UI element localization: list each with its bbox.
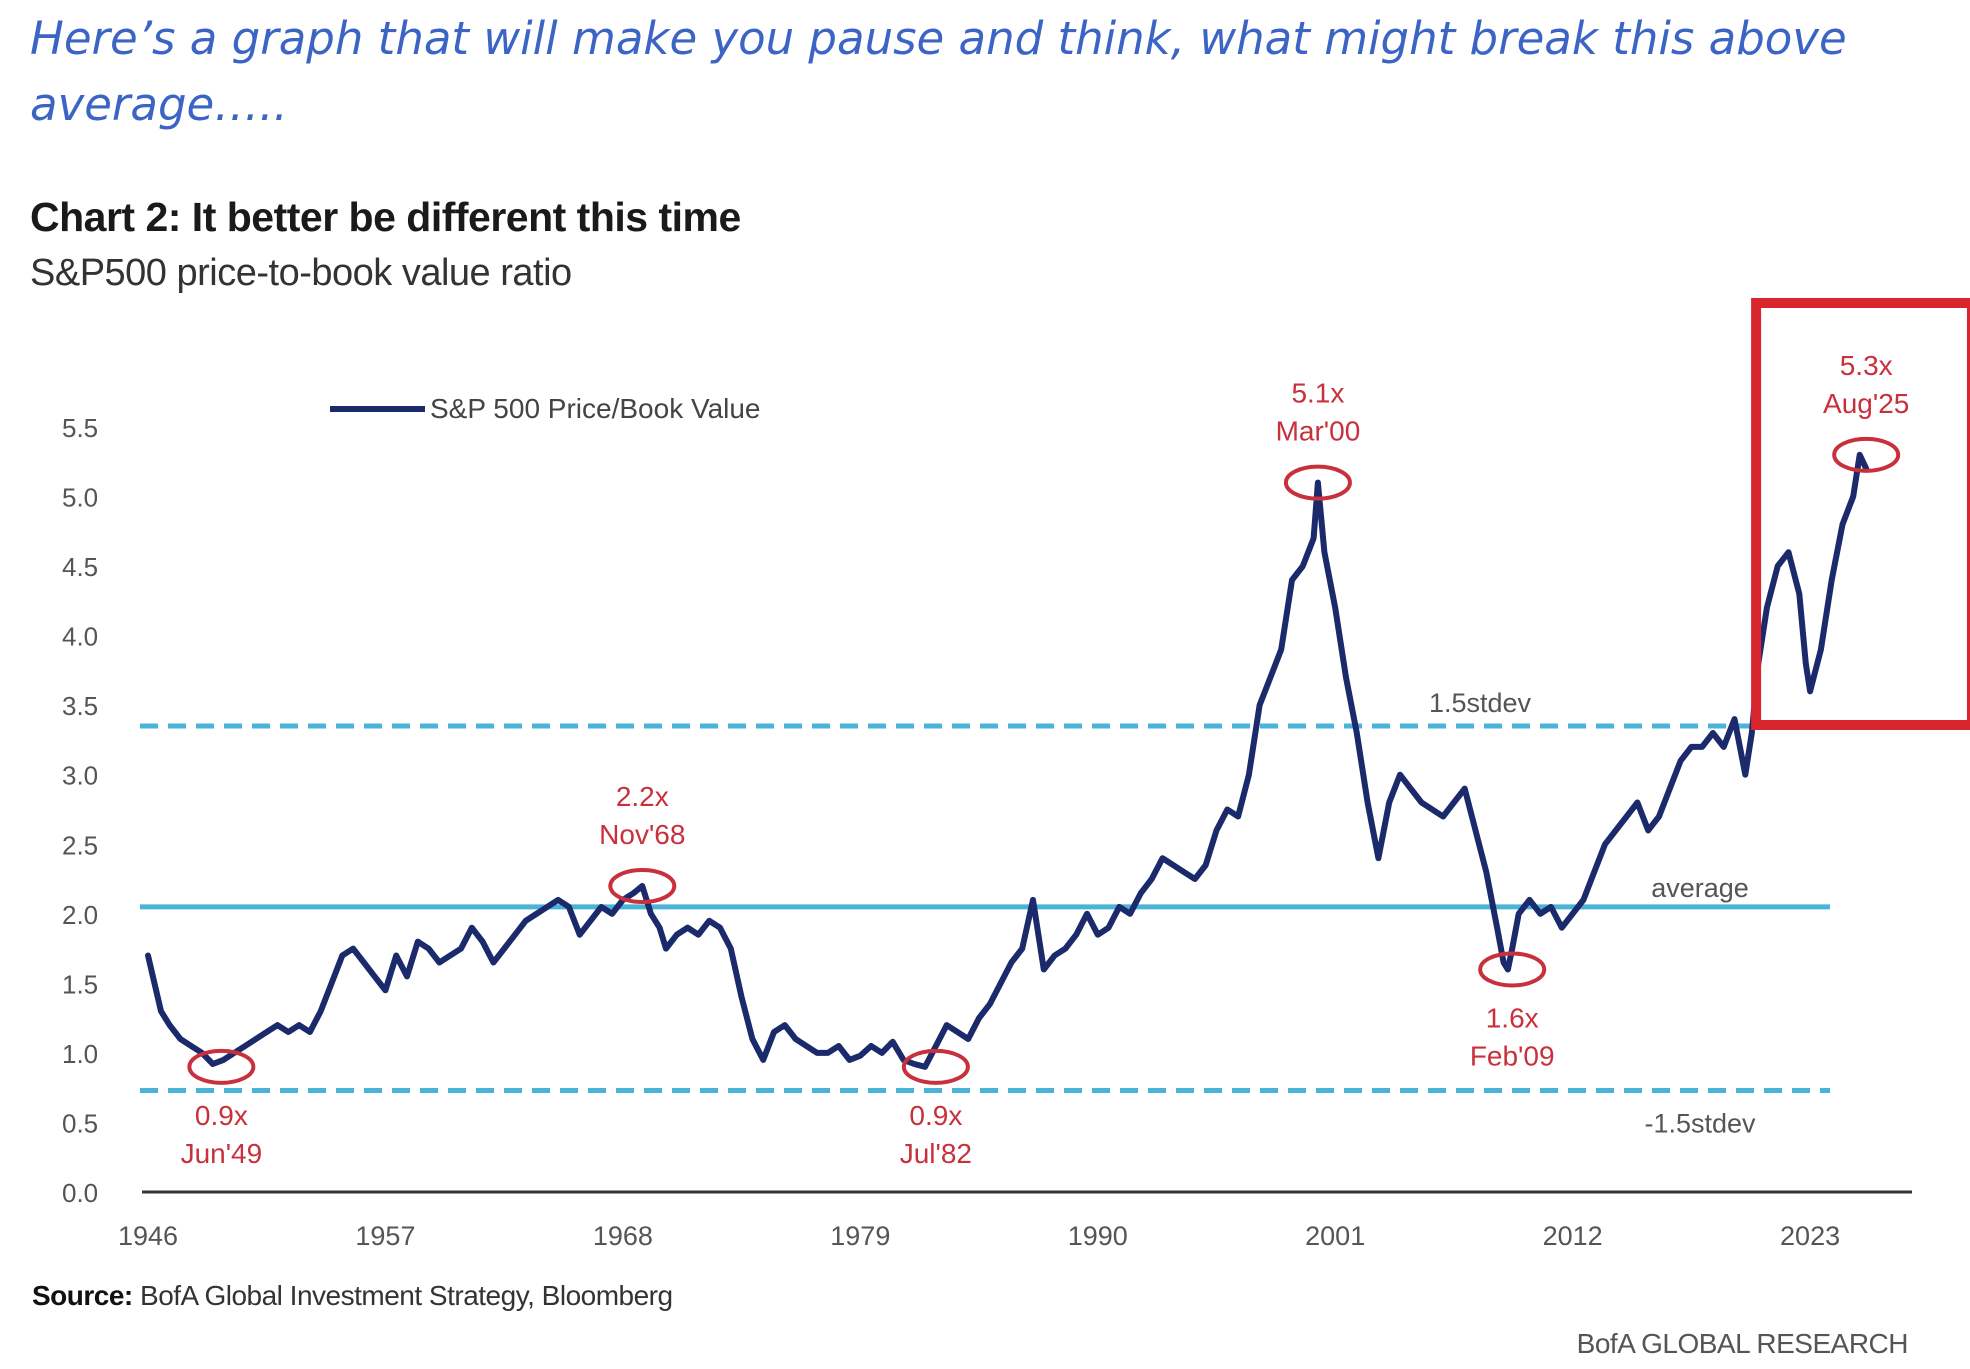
x-tick-label: 1957	[355, 1221, 415, 1251]
y-tick-label: 1.5	[62, 969, 98, 999]
annotation-value: 1.6x	[1486, 1002, 1539, 1033]
y-tick-label: 2.0	[62, 900, 98, 930]
annotation-value: 0.9x	[195, 1100, 248, 1131]
annotation-marker	[1478, 951, 1547, 988]
annotation-value: 2.2x	[616, 781, 669, 812]
highlight-box	[1751, 298, 1970, 730]
chart-subtitle: S&P500 price-to-book value ratio	[30, 252, 572, 294]
annotation-date: Jun'49	[181, 1138, 263, 1169]
x-tick-label: 1968	[593, 1221, 653, 1251]
source-label: Source:	[32, 1280, 133, 1311]
reference-label: -1.5stdev	[1644, 1108, 1756, 1138]
annotation-value: 5.1x	[1291, 378, 1344, 409]
source-note: Source: BofA Global Investment Strategy,…	[32, 1280, 673, 1312]
reference-label: average	[1651, 873, 1749, 903]
reference-label: 1.5stdev	[1429, 688, 1532, 718]
y-tick-label: 1.0	[62, 1039, 98, 1069]
x-tick-label: 2001	[1305, 1221, 1365, 1251]
source-text: BofA Global Investment Strategy, Bloombe…	[140, 1280, 673, 1311]
y-tick-label: 4.0	[62, 622, 98, 652]
annotation-value: 0.9x	[909, 1100, 962, 1131]
annotation-date: Aug'25	[1823, 388, 1909, 419]
annotation-date: Mar'00	[1276, 416, 1361, 447]
y-tick-label: 5.5	[62, 413, 98, 443]
annotation-marker	[1832, 436, 1901, 473]
intro-text: Here’s a graph that will make you pause …	[30, 12, 1847, 131]
y-tick-label: 4.5	[62, 552, 98, 582]
chart-title: Chart 2: It better be different this tim…	[30, 194, 741, 240]
x-tick-label: 1990	[1068, 1221, 1128, 1251]
y-tick-label: 5.0	[62, 483, 98, 513]
footer-brand: BofA GLOBAL RESEARCH	[1576, 1328, 1909, 1359]
y-tick-label: 3.0	[62, 761, 98, 791]
x-tick-label: 2023	[1780, 1221, 1840, 1251]
annotation-date: Feb'09	[1470, 1040, 1555, 1071]
x-tick-label: 2012	[1543, 1221, 1603, 1251]
annotation-value: 5.3x	[1840, 350, 1893, 381]
annotation-marker	[187, 1048, 256, 1085]
legend-label: S&P 500 Price/Book Value	[430, 393, 761, 424]
annotation-marker	[1283, 464, 1352, 501]
y-tick-label: 0.5	[62, 1108, 98, 1138]
x-tick-label: 1979	[830, 1221, 890, 1251]
annotation-marker	[608, 868, 677, 904]
annotation-date: Nov'68	[599, 819, 685, 850]
y-tick-label: 2.5	[62, 830, 98, 860]
annotation-date: Jul'82	[900, 1138, 972, 1169]
x-tick-label: 1946	[118, 1221, 178, 1251]
y-tick-label: 0.0	[62, 1178, 98, 1208]
y-tick-label: 3.5	[62, 691, 98, 721]
annotation-marker	[901, 1048, 970, 1085]
series-line	[145, 451, 1870, 1070]
